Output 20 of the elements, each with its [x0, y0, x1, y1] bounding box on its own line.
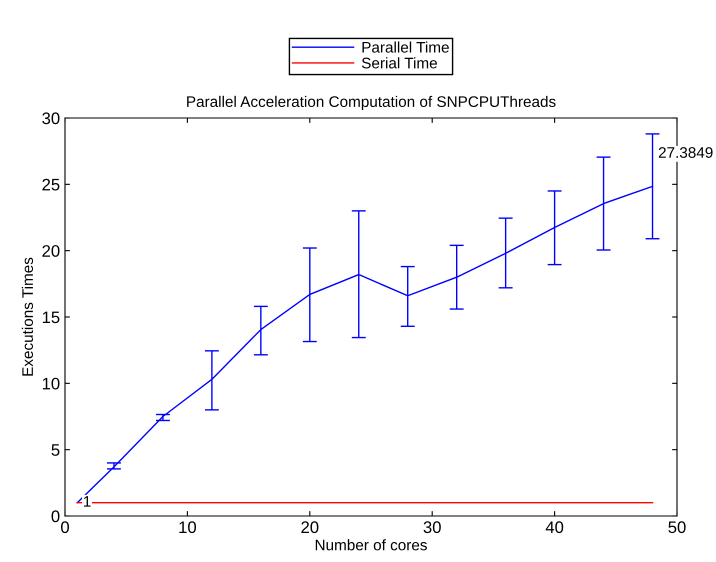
y-tick-label: 25 — [42, 178, 60, 191]
y-tick-label: 10 — [42, 378, 60, 390]
x-axis-title: Number of cores — [316, 539, 427, 550]
x-tick-label: 20 — [301, 521, 318, 534]
x-tick-label: 10 — [179, 521, 196, 534]
legend-label: Parallel Time — [362, 41, 449, 53]
chart-title: Parallel Acceleration Computation of SNPCPUThreads — [187, 96, 556, 110]
y-axis-title: Executions Times — [22, 258, 34, 376]
x-tick-label: 50 — [668, 521, 686, 534]
annotation: 1 — [84, 496, 91, 507]
legend-label: Serial Time — [362, 57, 437, 68]
x-tick-label: 0 — [61, 521, 69, 534]
x-tick-label: 40 — [546, 521, 564, 534]
y-tick-label: 5 — [52, 444, 60, 456]
y-tick-label: 15 — [42, 312, 60, 324]
x-tick-label: 30 — [424, 521, 441, 534]
y-tick-label: 0 — [52, 510, 60, 522]
y-tick-label: 20 — [42, 245, 60, 257]
y-tick-label: 30 — [42, 112, 60, 124]
annotation: 27.3849 — [658, 147, 713, 158]
